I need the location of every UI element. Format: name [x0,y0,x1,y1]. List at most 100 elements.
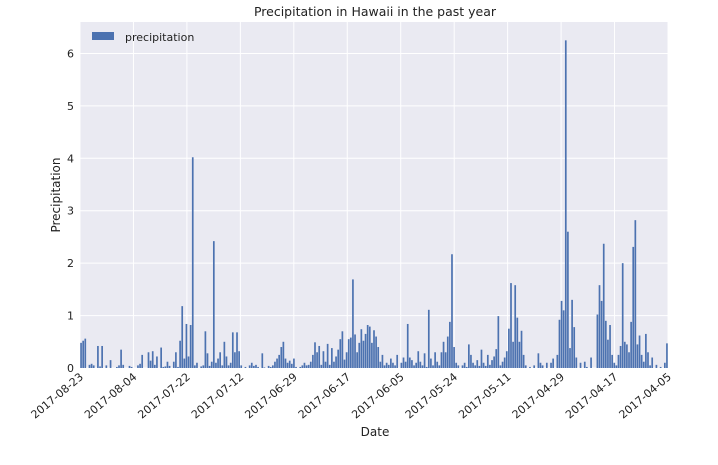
bar [221,365,224,368]
bar [196,362,198,368]
bar [423,353,426,368]
bar [514,285,517,368]
bar [478,365,481,368]
x-tick-label: 2017-07-12 [189,370,246,421]
bar [191,157,194,368]
bar [341,331,344,368]
bar [303,362,306,368]
x-tick-label: 2017-07-22 [136,370,193,421]
bar [175,352,177,368]
bar [455,362,458,368]
bar [545,362,548,368]
bar [293,358,295,368]
bar [147,352,150,368]
bar [312,354,314,368]
bar [607,339,609,368]
bar [499,365,502,368]
bar [425,366,428,368]
bar [320,364,323,368]
bar [204,331,207,368]
bar [400,362,403,368]
bar [586,366,588,368]
bar [609,325,611,368]
bar [615,365,618,368]
bar [432,365,434,368]
bar [301,365,304,368]
bar [352,279,354,368]
bar [82,340,85,368]
bar [80,342,82,368]
bar [253,365,255,368]
bar [122,364,125,368]
bar [392,362,394,368]
bar [109,360,112,368]
bar [626,344,628,368]
bar [153,364,156,368]
x-tick-label: 2017-05-24 [403,370,460,421]
bar [465,366,468,368]
bar [255,364,257,368]
bar [335,356,337,368]
bar [141,354,144,368]
bar [194,365,196,368]
legend-swatch [92,32,114,40]
bar [430,358,432,368]
bar [295,366,297,368]
bar [318,345,321,368]
bar [600,300,603,368]
bar [647,352,649,368]
bar [162,366,165,368]
bar [347,339,350,368]
bar [225,356,228,368]
bar [387,364,390,368]
bar [394,365,396,368]
bar [518,341,521,368]
bar [339,339,342,368]
bar [524,365,527,368]
bar [105,365,108,368]
bar [288,360,291,368]
bar [366,325,369,368]
bar [314,342,316,368]
y-axis-ticks: 0 1 2 3 4 5 6 [67,47,74,375]
bar [508,328,510,368]
bar [497,316,500,368]
bar [505,351,508,368]
y-tick-label: 1 [67,310,74,323]
bar [345,352,348,368]
bar [623,341,626,368]
bar [484,365,487,368]
bar [328,364,331,368]
bar [556,354,559,368]
bar [470,354,472,368]
bar [120,349,122,368]
y-axis-label: Precipitation [49,157,63,232]
bar [562,310,565,368]
bar [202,365,205,368]
y-tick-label: 3 [67,205,74,218]
bar [596,314,599,368]
legend-label: precipitation [125,31,194,44]
grid-lines [79,22,669,369]
bar [411,360,413,368]
bar [520,330,523,368]
bar [630,321,632,368]
bar [286,362,289,368]
bar [322,351,325,368]
bar [156,356,158,368]
bar [274,361,276,368]
bar [172,361,175,368]
bar [480,349,483,368]
bar [493,356,495,368]
bar [649,365,651,368]
bar [449,321,451,368]
bar [406,323,409,368]
bar [215,362,217,368]
bar [219,352,221,368]
bar [181,306,184,368]
x-tick-label: 2017-05-11 [456,370,513,421]
bar-series-precipitation [80,40,668,368]
bar [482,362,485,368]
bar [659,366,662,368]
bar [383,365,386,368]
